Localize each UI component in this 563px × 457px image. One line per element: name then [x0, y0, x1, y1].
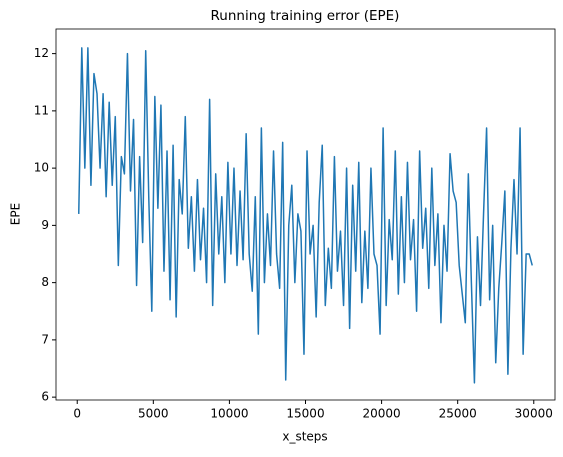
y-tick-label: 6: [41, 390, 49, 404]
y-tick-label: 10: [34, 161, 49, 175]
x-tick-label: 15000: [286, 407, 324, 421]
axes-frame: [55, 28, 556, 401]
y-tick-label: 12: [34, 46, 49, 60]
y-tick-label: 8: [41, 275, 49, 289]
y-tick-label: 9: [41, 218, 49, 232]
line-series: [78, 47, 533, 384]
x-axis-label: x_steps: [282, 430, 327, 444]
y-axis-label: EPE: [9, 203, 23, 225]
x-tick-label: 0: [73, 407, 81, 421]
y-tick-label: 11: [34, 103, 49, 117]
x-tick-label: 30000: [515, 407, 553, 421]
x-tick-label: 20000: [362, 407, 400, 421]
chart-title: Running training error (EPE): [211, 8, 400, 24]
x-tick-label: 25000: [439, 407, 477, 421]
x-tick-label: 10000: [210, 407, 248, 421]
y-tick-label: 7: [41, 332, 49, 346]
x-tick-label: 5000: [138, 407, 169, 421]
